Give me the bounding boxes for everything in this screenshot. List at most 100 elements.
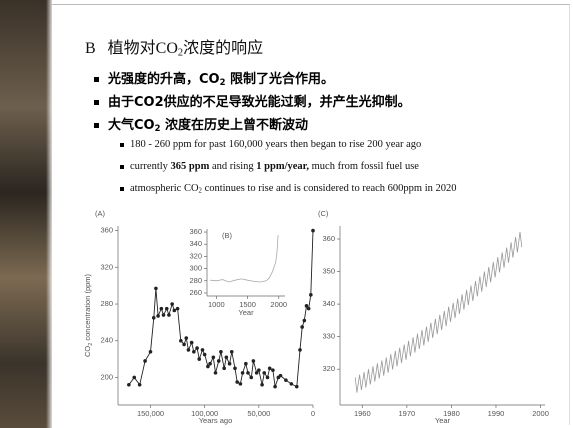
- text-run: and rising: [209, 161, 256, 172]
- y-tick-label: 200: [100, 372, 113, 381]
- y-tick-label: 240: [100, 336, 113, 345]
- x-tick-label: 2000: [532, 409, 549, 418]
- data-point: [203, 353, 207, 357]
- data-point: [307, 307, 311, 311]
- x-tick-label: 0: [311, 409, 315, 418]
- data-point: [160, 307, 164, 311]
- y-tick-label: 350: [322, 267, 335, 276]
- text-run: 浓度在历史上曾不断波动: [160, 118, 308, 133]
- data-point: [233, 366, 237, 370]
- data-point: [195, 346, 199, 350]
- data-point: [249, 376, 253, 380]
- x-axis-label: Year: [238, 308, 254, 317]
- data-point: [173, 309, 177, 313]
- y-tick-label: 360: [189, 227, 202, 236]
- data-point: [179, 339, 183, 343]
- y-tick-label: 360: [100, 226, 113, 235]
- data-point: [309, 293, 313, 297]
- data-point: [295, 385, 299, 389]
- text-run: 大气CO: [108, 118, 155, 133]
- bullet: 由于CO2供应的不足导致光能过剩，并产生光抑制。: [94, 91, 411, 110]
- y-tick-label: 330: [322, 332, 335, 341]
- y-tick-label: 320: [100, 262, 113, 271]
- data-point: [235, 380, 239, 384]
- data-point: [239, 382, 243, 386]
- y-tick-label: 320: [322, 364, 335, 373]
- data-point: [268, 366, 272, 370]
- data-point: [225, 355, 229, 359]
- data-point: [266, 376, 270, 380]
- data-point: [152, 316, 156, 320]
- y-tick-label: 300: [189, 264, 202, 273]
- x-tick-label: 1000: [208, 300, 225, 309]
- data-point: [192, 350, 196, 354]
- x-tick-label: 1970: [399, 409, 416, 418]
- data-point: [241, 371, 245, 375]
- y-tick-label: 360: [322, 234, 335, 243]
- x-tick-label: 150,000: [137, 409, 164, 418]
- data-point: [165, 307, 169, 311]
- y-axis-label-run: CO: [83, 346, 92, 357]
- panel-label: (C): [318, 209, 329, 218]
- heading: B植物对CO2浓度的响应: [85, 34, 263, 59]
- panel-label: (B): [222, 231, 233, 240]
- data-point: [230, 350, 234, 354]
- x-tick-label: 50,000: [247, 409, 270, 418]
- data-point: [260, 383, 264, 387]
- x-axis-label: Years ago: [199, 416, 233, 425]
- data-point: [279, 374, 283, 378]
- data-point: [298, 348, 302, 352]
- data-point: [187, 348, 191, 352]
- bullet: 光强度的升高，CO2 限制了光合作用。: [94, 68, 334, 87]
- text-run: 植物对CO: [108, 40, 178, 57]
- data-point: [246, 371, 250, 375]
- data-point: [182, 343, 186, 347]
- text-run: much from fossil fuel use: [309, 161, 419, 172]
- text-run: 由于CO2供应的不足导致光能过剩，并产生光抑制。: [108, 95, 411, 110]
- text-run: continues to rise and is considered to r…: [202, 183, 457, 194]
- sub-bullet: atmospheric CO2 continues to rise and is…: [120, 183, 457, 195]
- y-tick-label: 340: [322, 299, 335, 308]
- data-point: [212, 355, 216, 359]
- heading-text: 植物对CO2浓度的响应: [108, 40, 263, 57]
- text-run: 180 - 260 ppm for past 160,000 years the…: [130, 139, 421, 150]
- data-point: [149, 350, 153, 354]
- sub-bullet: currently 365 ppm and rising 1 ppm/year,…: [120, 161, 419, 172]
- slide: 200240280320360150,000100,00050,0000(A)Y…: [0, 0, 573, 428]
- data-point: [132, 376, 136, 380]
- x-axis-label: Year: [435, 416, 451, 425]
- data-point: [176, 307, 180, 311]
- data-point: [162, 313, 166, 317]
- data-point: [262, 371, 266, 375]
- data-line: [355, 232, 522, 393]
- y-tick-label: 320: [189, 251, 202, 260]
- data-point: [222, 366, 226, 370]
- text-run: CO: [199, 72, 220, 87]
- data-point: [228, 362, 232, 366]
- data-point: [273, 385, 277, 389]
- data-point: [156, 314, 160, 318]
- data-point: [300, 325, 304, 329]
- data-point: [127, 383, 131, 387]
- data-point: [303, 319, 307, 323]
- figure: 200240280320360150,000100,00050,0000(A)Y…: [0, 0, 573, 428]
- y-tick-label: 280: [189, 276, 202, 285]
- data-point: [143, 359, 147, 363]
- bullet: 大气CO2 浓度在历史上曾不断波动: [94, 114, 308, 133]
- text-run: 浓度的响应: [183, 40, 263, 57]
- chart-panel: 32033034035036019601970198019902000(C)Ye…: [318, 209, 549, 425]
- data-point: [257, 368, 261, 372]
- text-run: 365 ppm: [171, 161, 210, 172]
- data-point: [154, 287, 158, 291]
- panel-label: (A): [95, 209, 106, 218]
- data-point: [184, 336, 188, 340]
- data-point: [219, 350, 223, 354]
- data-point: [170, 302, 174, 306]
- data-point: [167, 313, 171, 317]
- text-run: atmospheric CO: [130, 183, 199, 194]
- y-axis-label-run: concentration (ppm): [83, 273, 92, 342]
- y-tick-label: 280: [100, 299, 113, 308]
- data-point: [217, 359, 221, 363]
- data-point: [190, 341, 194, 345]
